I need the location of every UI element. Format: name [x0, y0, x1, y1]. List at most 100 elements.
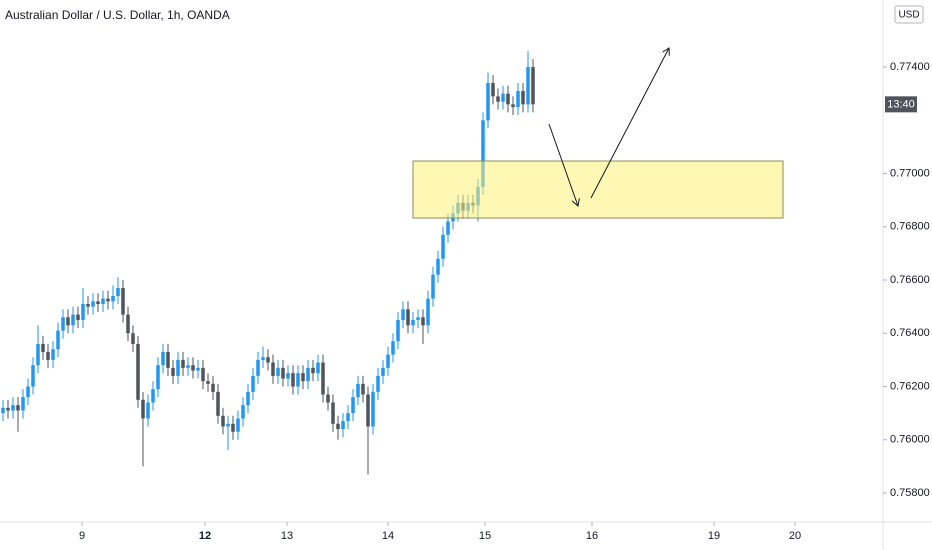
arrow-down	[548, 123, 578, 206]
candle-body	[526, 67, 530, 105]
x-tick-label: 13	[281, 530, 293, 542]
candle-body	[346, 413, 350, 422]
candle-body	[421, 317, 425, 326]
candle-body	[426, 298, 430, 326]
candle-body	[336, 423, 340, 430]
candle-body	[226, 423, 230, 427]
x-tick-label: 14	[382, 530, 394, 542]
candle-body	[141, 399, 145, 419]
candle-body	[281, 367, 285, 379]
candle-body	[121, 288, 125, 315]
candle-body	[16, 405, 20, 411]
candle-body	[166, 351, 170, 368]
candle-body	[11, 405, 15, 411]
candle-body	[116, 288, 120, 297]
candle-body	[326, 394, 330, 403]
candle-body	[411, 319, 415, 326]
y-tick-label: 0.76800	[890, 221, 930, 233]
candle-body	[296, 373, 300, 387]
candle-body	[301, 373, 305, 382]
candle-body	[41, 343, 45, 352]
candle-body	[36, 343, 40, 366]
candle-body	[161, 351, 165, 366]
candle-body	[496, 96, 500, 102]
candle-body	[501, 93, 505, 102]
candle-body	[351, 397, 355, 414]
candle-body	[66, 317, 70, 326]
candle-body	[391, 341, 395, 355]
candle-body	[441, 234, 445, 259]
candle-body	[76, 314, 80, 320]
candle-body	[146, 402, 150, 419]
candle-body	[136, 343, 140, 400]
candle-body	[106, 298, 110, 302]
candle-body	[431, 274, 435, 299]
candle-body	[486, 83, 490, 121]
last-price-badge	[885, 96, 917, 113]
candle-body	[216, 391, 220, 416]
axes: 0.77400 0.77000 0.76800 0.76600 0.76400 0.762…	[79, 61, 930, 542]
candle-body	[51, 349, 55, 360]
candle-body	[71, 314, 75, 326]
candle-body	[96, 301, 100, 304]
candle-body	[171, 367, 175, 376]
candle-body	[386, 354, 390, 368]
candle-body	[26, 386, 30, 398]
candle-body	[21, 397, 25, 411]
support-zone	[412, 160, 784, 219]
candle-body	[256, 359, 260, 376]
candle-body	[416, 317, 420, 320]
candle-body	[401, 309, 405, 320]
candle-body	[371, 391, 375, 427]
candle-body	[516, 91, 520, 108]
x-tick-label: 19	[708, 530, 720, 542]
candle-body	[61, 317, 65, 331]
x-tick-label: 15	[479, 530, 491, 542]
candle-body	[321, 362, 325, 395]
candle-body	[206, 381, 210, 384]
candle-body	[6, 407, 10, 411]
candle-body	[356, 383, 360, 398]
candle-body	[436, 258, 440, 275]
candle-body	[271, 362, 275, 376]
candle-body	[331, 402, 335, 424]
y-tick-label: 0.76400	[890, 327, 930, 339]
candle-body	[1, 407, 5, 414]
y-tick-label: 0.76000	[890, 434, 930, 446]
candle-body	[306, 367, 310, 382]
candle-body	[361, 383, 365, 395]
candle-body	[111, 296, 115, 302]
x-tick-label: 16	[586, 530, 598, 542]
candles	[1, 51, 535, 475]
candle-body	[56, 330, 60, 350]
candle-body	[531, 67, 535, 105]
candle-body	[156, 365, 160, 390]
candle-body	[46, 351, 50, 360]
candle-body	[181, 359, 185, 368]
candle-body	[201, 367, 205, 382]
last-time: 13:40	[887, 98, 915, 110]
candle-body	[236, 418, 240, 432]
candle-body	[261, 357, 265, 360]
candle-body	[221, 415, 225, 427]
candle-body	[231, 423, 235, 432]
candle-body	[406, 309, 410, 326]
candle-body	[246, 391, 250, 406]
currency: USD	[898, 10, 919, 21]
candle-body	[341, 421, 345, 430]
candle-body	[286, 373, 290, 379]
candle-body	[481, 120, 485, 187]
candle-body	[176, 359, 180, 376]
candle-body	[506, 93, 510, 105]
x-tick-label: 20	[789, 530, 801, 542]
y-tick-label: 0.75800	[890, 487, 930, 499]
y-tick-label: 0.76200	[890, 380, 930, 392]
candle-body	[511, 104, 515, 108]
candle-body	[81, 303, 85, 320]
y-tick-label: 0.77400	[890, 61, 930, 73]
candle-body	[191, 365, 195, 371]
candle-body	[151, 389, 155, 403]
x-tick-label: 9	[79, 530, 85, 542]
